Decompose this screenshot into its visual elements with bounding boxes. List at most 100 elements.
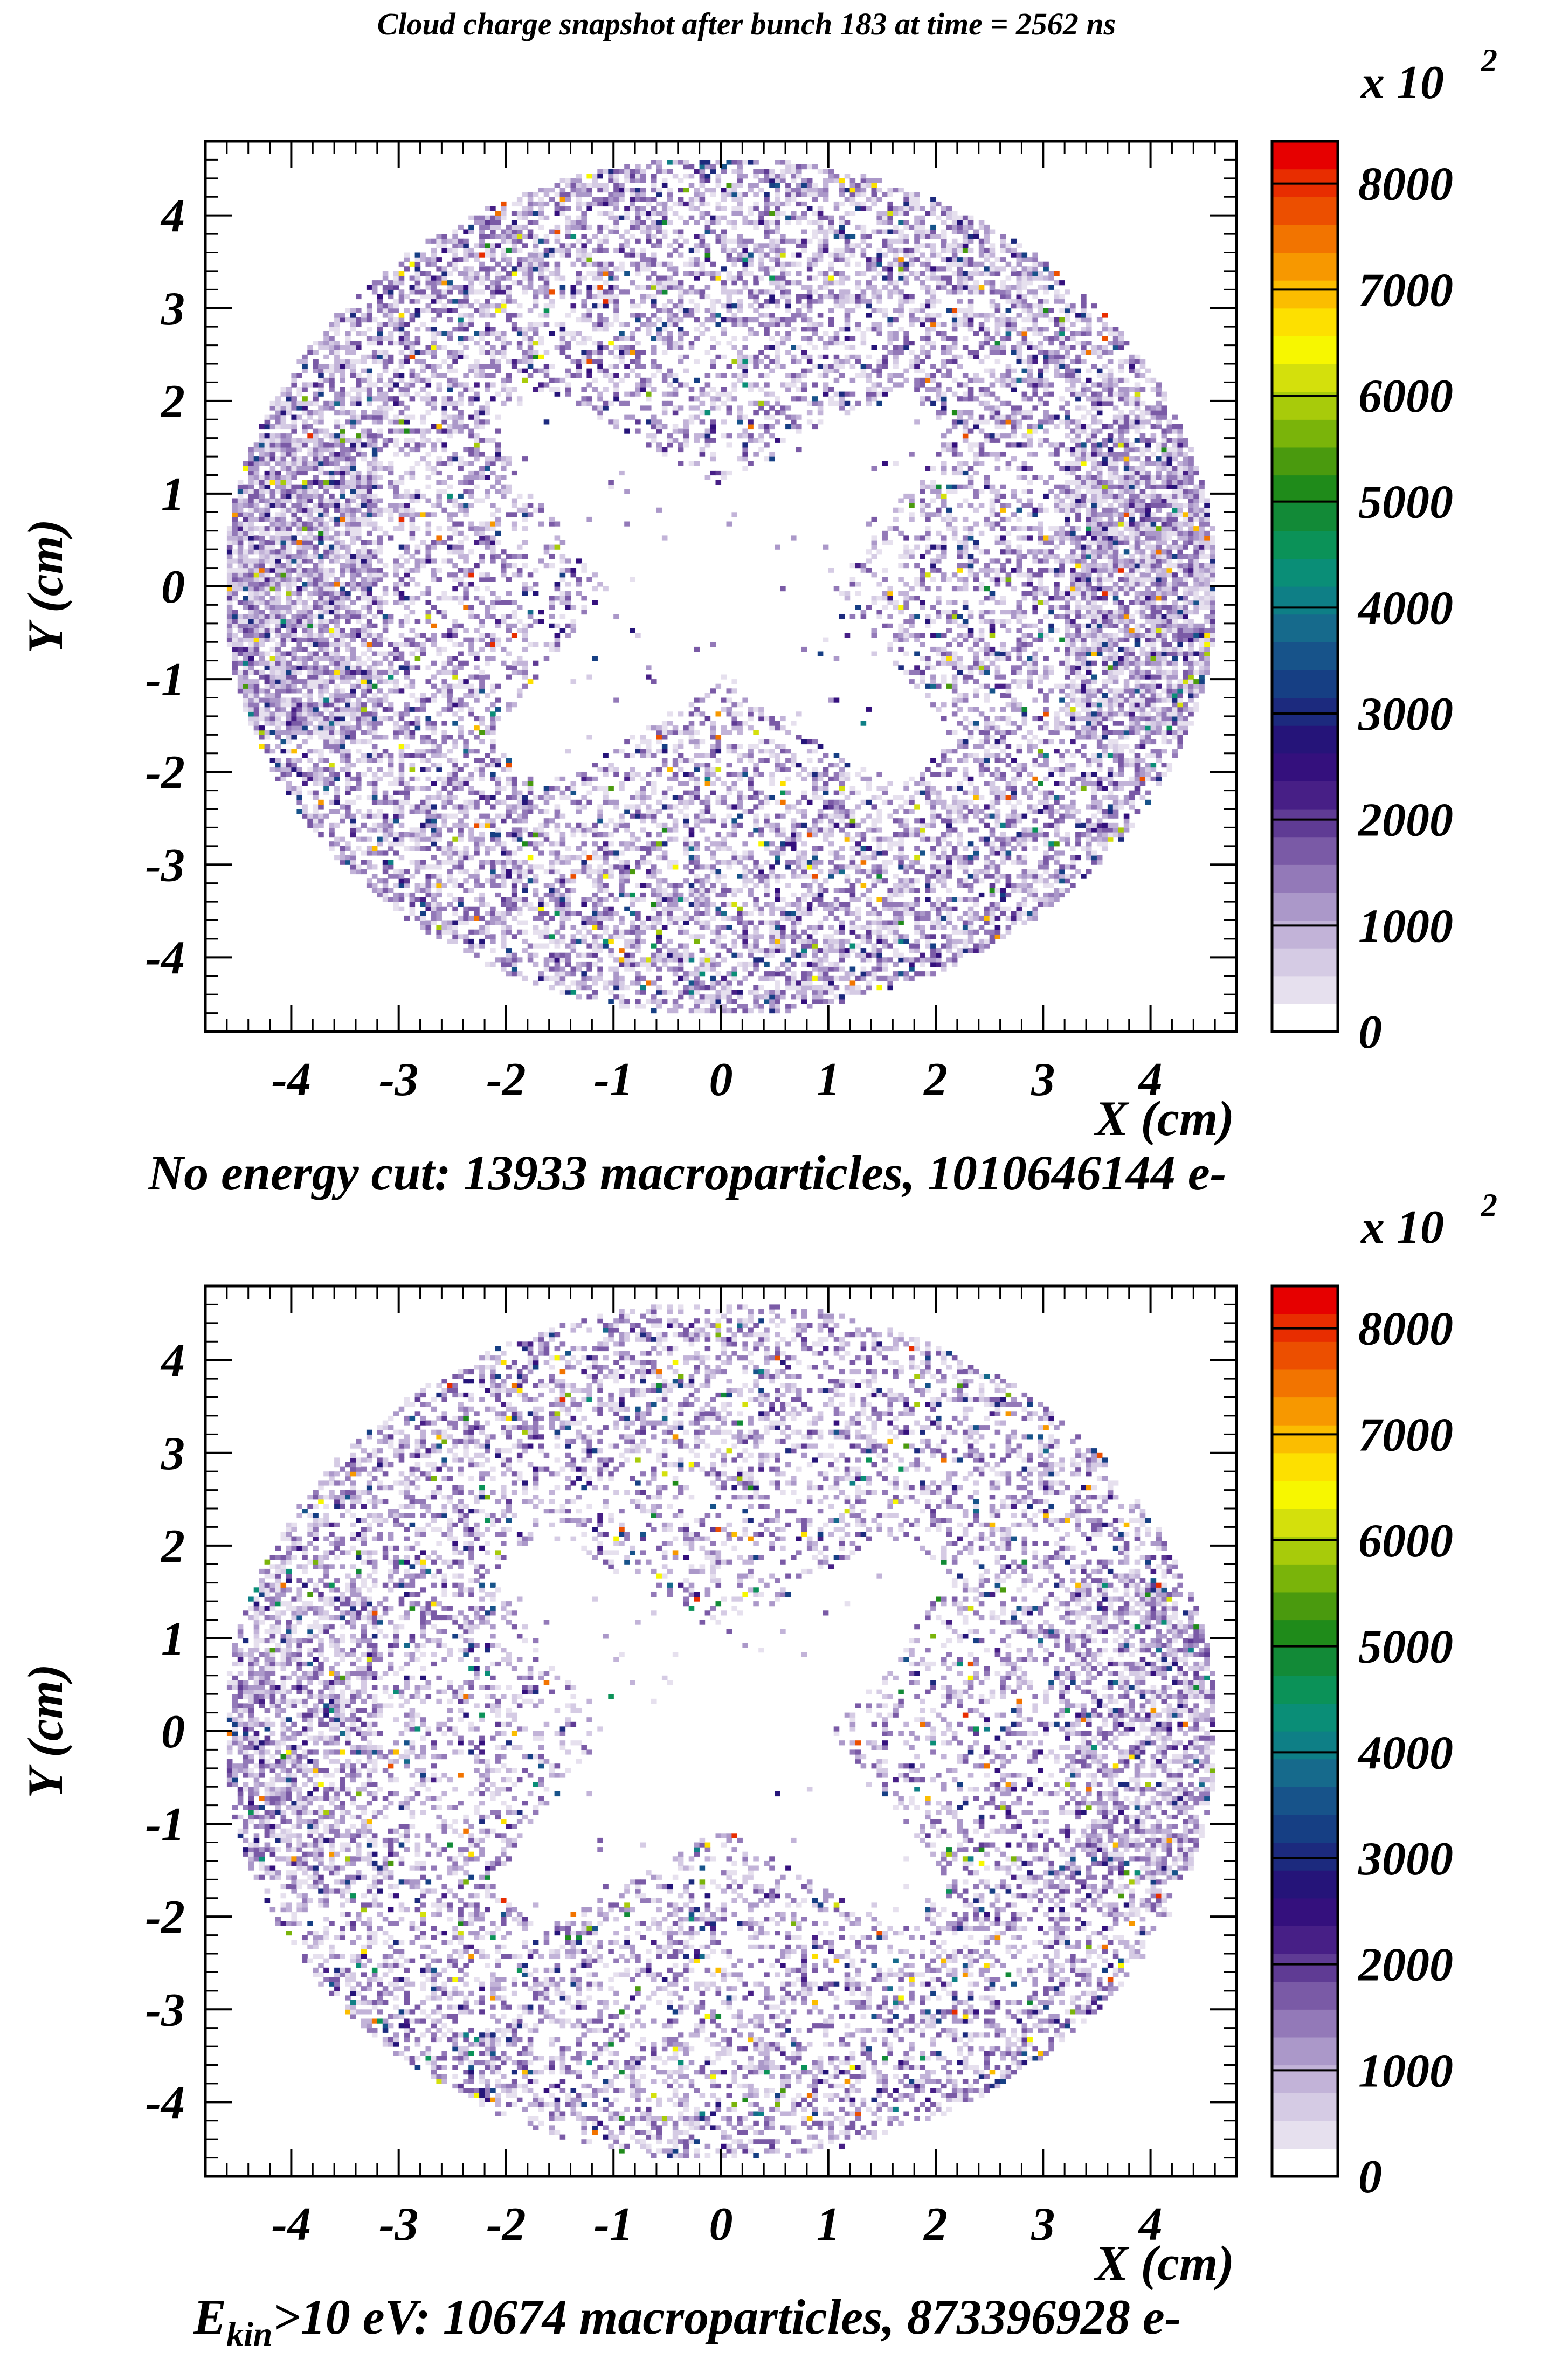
heatmap-cell: [441, 730, 447, 735]
heatmap-cell: [404, 614, 410, 619]
heatmap-cell: [538, 197, 544, 202]
heatmap-cell: [377, 633, 383, 638]
heatmap-cell: [452, 938, 458, 944]
heatmap-cell: [420, 419, 426, 425]
heatmap-cell: [447, 633, 453, 638]
heatmap-cell: [501, 289, 507, 295]
heatmap-cell: [350, 359, 356, 364]
heatmap-cell: [447, 656, 453, 661]
heatmap-cell: [334, 660, 340, 666]
heatmap-cell: [307, 521, 313, 527]
heatmap-cell: [559, 902, 566, 907]
heatmap-cell: [485, 215, 490, 220]
heatmap-cell: [318, 493, 324, 499]
heatmap-cell: [506, 804, 512, 810]
heatmap-cell: [366, 781, 372, 786]
heatmap-cell: [388, 438, 394, 443]
heatmap-cell: [554, 224, 561, 230]
heatmap-cell: [597, 832, 603, 838]
heatmap-cell: [393, 735, 399, 740]
heatmap-cell: [414, 261, 421, 267]
heatmap-cell: [307, 669, 313, 675]
heatmap-cell: [635, 373, 641, 378]
heatmap-cell: [603, 869, 609, 875]
heatmap-cell: [458, 327, 464, 332]
heatmap-cell: [237, 484, 244, 489]
heatmap-cell: [463, 781, 469, 786]
heatmap-cell: [371, 697, 378, 703]
heatmap-cell: [366, 716, 372, 722]
heatmap-cell: [490, 535, 496, 541]
heatmap-cell: [452, 628, 458, 633]
heatmap-cell: [350, 763, 356, 768]
heatmap-cell: [382, 530, 389, 536]
heatmap-cell: [468, 730, 474, 735]
heatmap-cell: [527, 280, 534, 286]
heatmap-cell: [516, 804, 523, 810]
heatmap-cell: [366, 382, 372, 388]
heatmap-cell: [447, 841, 453, 847]
heatmap-cell: [635, 813, 641, 819]
heatmap-cell: [436, 753, 442, 758]
heatmap-cell: [269, 730, 276, 735]
heatmap-cell: [495, 447, 501, 453]
heatmap-cell: [624, 776, 630, 781]
heatmap-cell: [543, 373, 550, 378]
heatmap-cell: [334, 855, 340, 861]
heatmap-cell: [388, 387, 394, 392]
heatmap-cell: [479, 776, 485, 781]
heatmap-cell: [581, 920, 587, 925]
heatmap-cell: [420, 442, 426, 448]
heatmap-cell: [237, 582, 244, 587]
heatmap-cell: [371, 433, 378, 439]
heatmap-cell: [522, 669, 528, 675]
heatmap-cell: [388, 535, 394, 541]
heatmap-cell: [458, 860, 464, 865]
heatmap-cell: [447, 855, 453, 861]
heatmap-cell: [431, 308, 437, 313]
heatmap-cell: [291, 535, 297, 541]
heatmap-cell: [371, 753, 378, 758]
heatmap-cell: [414, 656, 421, 661]
heatmap-cell: [576, 183, 582, 188]
heatmap-cell: [581, 795, 587, 800]
heatmap-cell: [425, 721, 432, 726]
heatmap-cell: [474, 368, 480, 373]
heatmap-cell: [468, 470, 474, 476]
heatmap-cell: [371, 776, 378, 781]
heatmap-cell: [345, 660, 351, 666]
heatmap-cell: [597, 897, 603, 902]
heatmap-cell: [447, 925, 453, 930]
heatmap-cell: [302, 466, 308, 471]
heatmap-cell: [506, 391, 512, 397]
heatmap-cell: [447, 484, 453, 489]
heatmap-cell: [608, 832, 614, 838]
heatmap-cell: [398, 512, 405, 517]
heatmap-cell: [307, 591, 313, 596]
heatmap-cell: [452, 359, 458, 364]
heatmap-cell: [253, 526, 260, 531]
heatmap-cell: [592, 906, 598, 911]
heatmap-cell: [356, 665, 362, 670]
heatmap-cell: [296, 669, 302, 675]
heatmap-cell: [404, 503, 410, 508]
heatmap-cell: [366, 489, 372, 494]
heatmap-cell: [269, 610, 276, 615]
heatmap-cell: [420, 642, 426, 647]
heatmap-cell: [296, 614, 302, 619]
heatmap-cell: [559, 188, 566, 193]
heatmap-cell: [226, 628, 233, 633]
heatmap-cell: [334, 809, 340, 814]
heatmap-cell: [624, 892, 630, 898]
heatmap-cell: [420, 883, 426, 888]
heatmap-cell: [581, 596, 587, 601]
heatmap-cell: [291, 577, 297, 582]
heatmap-cell: [259, 424, 265, 430]
heatmap-cell: [388, 660, 394, 666]
heatmap-cell: [436, 929, 442, 935]
heatmap-cell: [586, 224, 592, 230]
heatmap-cell: [388, 702, 394, 708]
heatmap-cell: [463, 591, 469, 596]
heatmap-cell: [441, 929, 447, 935]
heatmap-cell: [490, 772, 496, 777]
